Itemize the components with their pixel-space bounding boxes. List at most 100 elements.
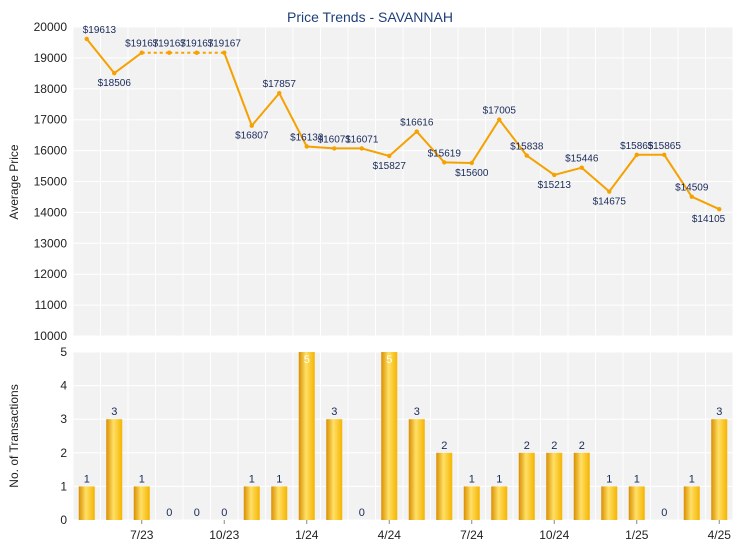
price-data-label: $17857 [263,79,297,90]
price-point [167,50,172,55]
price-point [112,70,117,76]
price-point [304,144,309,149]
price-data-label: $19167 [180,39,214,50]
transaction-bar-label: 0 [661,507,667,519]
x-tick-label: 7/23 [130,528,154,542]
transaction-bar-label: 1 [469,473,475,485]
transaction-bar [106,419,123,520]
transaction-bar-label: 5 [386,354,392,366]
price-point [194,50,199,55]
price-y-tick-label: 14000 [34,205,68,219]
transaction-bar-label: 1 [496,473,502,485]
x-tick-label: 4/25 [708,528,732,542]
price-data-label: $16807 [235,131,269,142]
transaction-bar [683,486,700,520]
transaction-bar [436,452,453,520]
transaction-bar [243,486,260,520]
transactions-y-ticks: 0 1 2 3 4 5 [60,345,67,527]
price-point [662,152,667,157]
transaction-bar [573,452,590,520]
price-y-tick-label: 13000 [34,236,68,250]
price-line-segment [113,51,143,74]
price-data-label: $14509 [675,183,709,194]
price-data-label: $19167 [208,39,242,50]
transaction-bar-label: 0 [221,507,227,519]
price-points [84,36,722,212]
price-gridlines [72,26,734,337]
price-line-segment [416,130,445,164]
transactions-y-axis-label: No. of Transactions [7,384,21,487]
price-line-segment [306,145,335,150]
transaction-bars [78,352,728,520]
price-point [277,91,282,96]
x-tick-label: 1/24 [295,528,319,542]
price-line-segment [663,154,693,198]
transaction-bar [381,352,398,520]
price-line-segment [470,119,501,164]
price-data-label: $15213 [538,180,572,191]
price-y-axis-label: Average Price [7,144,21,219]
transaction-bar-label: 1 [276,473,282,485]
price-line-segment [444,161,472,164]
price-data-label: $18506 [98,78,132,89]
transaction-bar-label: 2 [551,440,557,452]
price-point [524,153,529,158]
price-point [84,36,89,42]
transaction-bar [133,486,150,520]
price-line-segment [250,92,281,127]
transaction-bar [601,486,618,520]
price-line-segment [691,195,720,211]
price-y-tick-label: 15000 [34,175,68,189]
price-point [249,123,254,128]
price-data-label: $14105 [692,214,726,225]
price-data-label: $14675 [593,197,627,208]
transactions-y-tick-label: 0 [60,513,67,527]
price-data-label: $15600 [455,168,489,179]
transaction-bar-label: 3 [111,406,117,418]
transaction-bar [628,486,645,520]
price-data-label: $19167 [153,39,187,50]
transaction-bar [78,486,95,520]
price-point [442,160,447,165]
price-point [414,129,419,134]
transaction-bar-label: 0 [166,507,172,519]
price-data-label: $19613 [83,25,117,36]
price-data-label: $15865 [648,141,682,152]
transactions-y-tick-label: 4 [60,379,67,393]
price-y-tick-label: 10000 [34,329,68,343]
x-tick-label: 4/24 [378,528,402,542]
transaction-bar-label: 1 [606,473,612,485]
price-point [222,50,227,55]
x-tick-label: 10/24 [539,528,569,542]
price-data-label: $15619 [428,148,462,159]
price-y-tick-label: 18000 [34,82,68,96]
transaction-bar [491,486,508,520]
transaction-bar-label: 5 [304,354,310,366]
price-line-segment [361,147,390,157]
price-y-tick-label: 19000 [34,51,68,65]
transaction-bar [463,486,480,520]
price-y-tick-label: 17000 [34,113,68,127]
chart-title: Price Trends - SAVANNAH [287,9,453,25]
price-line-segment [85,38,116,74]
transactions-y-tick-label: 1 [60,479,67,493]
price-data-label: $16071 [318,134,352,145]
transaction-bar [326,419,343,520]
price-y-tick-label: 12000 [34,267,68,281]
transaction-bar-label: 3 [414,406,420,418]
price-data-label: $15446 [565,154,599,165]
transaction-bar-label: 0 [194,507,200,519]
transaction-bar-label: 2 [441,440,447,452]
x-tick-label: 1/25 [625,528,649,542]
price-y-ticks: 10000 11000 12000 13000 14000 15000 16000 17000… [34,20,68,343]
x-tick-label: 7/24 [460,528,484,542]
transaction-bar-label: 1 [634,473,640,485]
price-data-label: $15827 [373,161,407,172]
transactions-y-tick-label: 3 [60,412,67,426]
price-line-segment [388,130,418,157]
price-point [579,165,584,170]
transaction-bar [271,486,288,520]
price-point [552,172,557,178]
